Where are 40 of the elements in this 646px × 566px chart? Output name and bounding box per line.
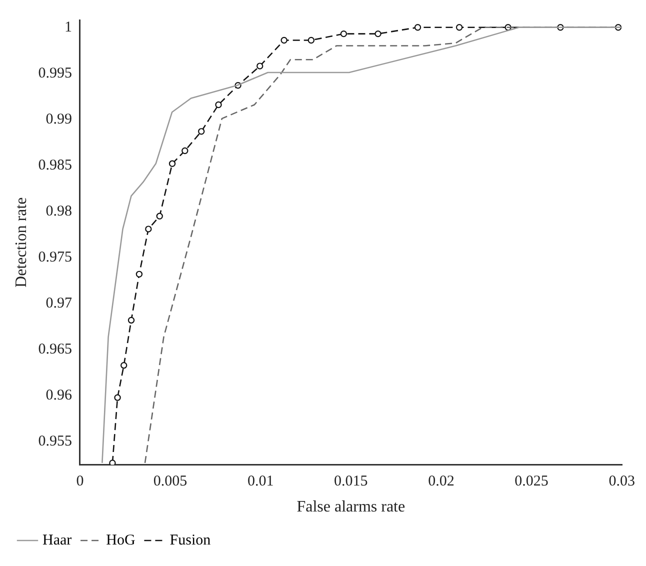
x-tick-label: 0.025 <box>514 474 548 490</box>
point <box>128 316 135 324</box>
point <box>215 101 222 108</box>
point <box>168 160 176 168</box>
y-tick-label: 0.97 <box>46 296 72 312</box>
x-tick-label: 0.015 <box>334 474 368 490</box>
x-tick-label: 0.005 <box>153 474 188 490</box>
x-tick-label: 0 <box>76 474 84 490</box>
y-tick-label: 0.975 <box>38 250 72 266</box>
y-tick-label: 0.98 <box>46 203 72 220</box>
point <box>109 460 116 465</box>
x-axis-title: False alarms rate <box>296 498 406 516</box>
y-tick-label: 0.985 <box>38 157 72 174</box>
y-tick-label: 0.955 <box>38 434 72 450</box>
legend-label: Fusion <box>170 532 212 548</box>
point <box>308 36 315 44</box>
y-axis-title: Detection rate <box>12 197 30 288</box>
x-tick-label: 0.01 <box>247 474 274 490</box>
point <box>198 128 205 135</box>
y-tick-label: 0.96 <box>46 388 72 404</box>
point <box>136 270 143 278</box>
legend-label: HoG <box>106 532 136 548</box>
point <box>340 30 348 38</box>
x-tick-label: 0.02 <box>428 474 454 490</box>
point <box>145 226 152 232</box>
point <box>114 394 121 401</box>
point <box>120 362 128 369</box>
y-tick-label: 0.965 <box>38 342 72 358</box>
point <box>156 212 163 220</box>
point <box>256 62 264 70</box>
y-tick-label: 1 <box>64 19 72 36</box>
point <box>280 36 288 44</box>
y-tick-label: 0.99 <box>46 111 72 128</box>
point <box>414 24 422 31</box>
point <box>374 30 382 38</box>
point <box>456 24 463 31</box>
y-tick-label: 0.995 <box>38 65 72 82</box>
x-tick-label: 0.03 <box>608 474 635 490</box>
point <box>182 147 188 154</box>
legend-label: Haar <box>42 532 72 548</box>
